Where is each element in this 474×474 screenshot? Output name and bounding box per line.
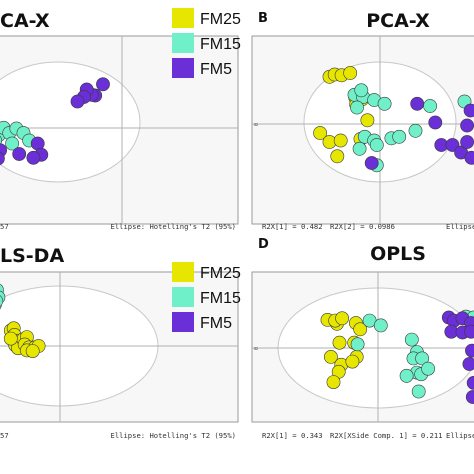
point-fm15: [408, 123, 423, 138]
point-fm15: [421, 361, 435, 376]
footer-text: Ellipse: [446, 222, 474, 231]
point-fm5: [364, 156, 379, 170]
legend-swatch-fm5: [172, 312, 194, 332]
legend-swatch-fm5: [172, 58, 194, 78]
point-fm5: [465, 390, 474, 404]
point-fm15: [5, 136, 20, 151]
point-fm5: [70, 94, 85, 109]
point-fm25: [332, 335, 347, 350]
point-fm25: [3, 331, 18, 346]
legend-swatch-fm25: [172, 8, 194, 28]
point-fm15: [411, 384, 426, 399]
point-fm5: [410, 96, 425, 111]
point-fm5: [96, 77, 110, 92]
point-fm25: [345, 354, 360, 369]
axis-tick-label: 0: [254, 347, 260, 350]
panel-title: OPLS: [370, 243, 426, 265]
panel-letter: D: [258, 237, 269, 252]
legend-label-fm25: FM25: [200, 265, 241, 282]
legend-swatch-fm25: [172, 262, 194, 282]
point-fm15: [377, 96, 392, 111]
point-fm15: [354, 83, 369, 98]
legend-swatch-fm15: [172, 33, 194, 53]
point-fm15: [350, 100, 364, 115]
point-fm5: [464, 324, 474, 339]
point-fm25: [353, 322, 368, 337]
point-fm5: [465, 343, 474, 358]
point-fm15: [423, 99, 437, 113]
point-fm25: [360, 113, 375, 128]
legend-label-fm15: FM15: [200, 36, 241, 53]
point-fm25: [326, 375, 341, 389]
panel-pls-da-left: LS-DA 57 Ellipse: Hotelling's T2 (95%): [0, 245, 239, 440]
point-fm5: [463, 103, 474, 118]
panel-title: PCA-X: [366, 10, 430, 32]
point-fm15: [404, 332, 419, 347]
footer-right: Ellipse: Hotelling's T2 (95%): [111, 431, 237, 440]
point-fm15: [373, 318, 388, 333]
point-fm5: [464, 150, 474, 165]
panel-d-opls: OPLS D 0 R2X[1] = 0.343 R2X[XSide Comp. 1] =…: [251, 237, 474, 440]
footer-text: R2X[1] = 0.482: [262, 222, 323, 231]
footer-text: R2X[XSide Comp. 1] = 0.211: [330, 431, 443, 440]
point-fm15: [0, 295, 4, 307]
point-fm5: [462, 357, 474, 371]
footer-text: R2X[2] = 0.0986: [330, 222, 395, 231]
point-fm25: [313, 126, 327, 140]
axis-tick-label: 0: [254, 123, 260, 126]
point-fm25: [323, 349, 338, 364]
point-fm15: [399, 368, 414, 383]
footer-text: R2X[1] = 0.343: [262, 431, 323, 440]
legend-top: FM25 FM15 FM5: [172, 8, 241, 78]
point-fm15: [369, 138, 384, 152]
legend-label-fm5: FM5: [200, 61, 232, 78]
footer-left: 57: [0, 222, 9, 231]
legend-label-fm5: FM5: [200, 315, 232, 332]
panel-title: LS-DA: [0, 245, 64, 267]
footer-right: Ellipse: Hotelling's T2 (95%): [111, 222, 237, 231]
point-fm15: [352, 141, 367, 156]
point-fm15: [350, 337, 365, 352]
point-fm15: [392, 129, 407, 144]
point-fm25: [335, 311, 349, 326]
footer-left: 57: [0, 431, 9, 440]
panel-pca-x-left: CA-X 57 Ellipse: Hotelling's T2 (95%): [0, 10, 239, 231]
panel-title: CA-X: [0, 10, 50, 32]
legend-label-fm15: FM15: [200, 290, 241, 307]
point-fm25: [333, 133, 348, 148]
panel-b-pca-x: PCA-X B 0 R2X[1] = 0.482 R2X[2] = 0.0986 Elli…: [251, 10, 474, 231]
point-fm5: [460, 135, 474, 149]
panel-letter: B: [258, 11, 268, 26]
point-fm25: [330, 149, 345, 164]
legend-label-fm25: FM25: [200, 11, 241, 28]
point-fm5: [428, 115, 443, 130]
point-fm15: [0, 135, 2, 146]
point-fm5: [0, 151, 5, 166]
footer-text: Ellipse: [446, 431, 474, 440]
legend-swatch-fm15: [172, 287, 194, 307]
point-fm15: [415, 351, 429, 366]
point-fm5: [12, 147, 27, 161]
point-fm25: [25, 344, 40, 358]
legend-bottom: FM25 FM15 FM5: [172, 262, 241, 332]
point-fm25: [343, 66, 358, 80]
point-fm5: [460, 118, 474, 133]
point-fm5: [26, 150, 41, 165]
